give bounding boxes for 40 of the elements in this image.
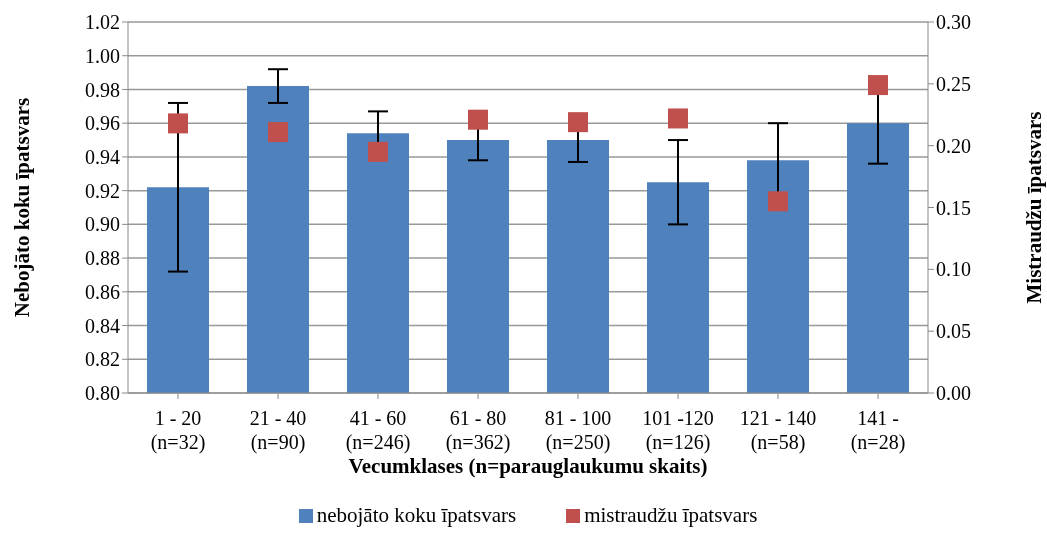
point [368, 141, 388, 162]
y2-tick-label: 0.10 [936, 258, 971, 281]
x-axis-title: Vecumklases (n=parauglaukumu skaits) [348, 454, 708, 478]
y-axis-title: Nebojāto koku īpatsvars [10, 97, 35, 318]
y2-tick-label: 0.30 [936, 11, 971, 34]
y-tick-label: 0.84 [85, 314, 120, 337]
y-tick-label: 0.86 [85, 280, 120, 303]
y2-tick-label: 0.05 [936, 320, 971, 343]
y-tick-label: 0.80 [85, 382, 120, 405]
y-tick-label: 0.90 [85, 213, 120, 236]
y-tick-label: 0.96 [85, 112, 120, 135]
y2-tick-label: 0.15 [936, 196, 971, 219]
y2-tick-label: 0.25 [936, 72, 971, 95]
x-tick-label: 81 - 100 (n=250) [544, 407, 612, 454]
y-tick-label: 0.94 [85, 146, 120, 169]
y-tick-label: 0.88 [85, 247, 120, 270]
point [668, 108, 688, 129]
point [868, 75, 888, 96]
x-tick-label: 141 - (n=28) [850, 407, 906, 454]
x-tick-label: 61 - 80 (n=362) [445, 407, 511, 454]
y-tick-label: 1.02 [85, 11, 120, 34]
point [268, 122, 288, 143]
point [168, 113, 188, 134]
point [768, 191, 788, 212]
y-tick-label: 1.00 [85, 44, 120, 67]
x-tick-label: 121 - 140 (n=58) [739, 407, 817, 454]
x-tick-label: 1 - 20 (n=32) [150, 407, 206, 454]
y2-tick-label: 0.20 [936, 134, 971, 157]
x-tick-label: 41 - 60 (n=246) [345, 407, 411, 454]
point [468, 109, 488, 130]
x-tick-label: 101 -120 (n=126) [642, 407, 714, 454]
y2-tick-label: 0.00 [936, 382, 971, 405]
y-tick-label: 0.98 [85, 78, 120, 101]
x-tick-label: 21 - 40 (n=90) [249, 407, 307, 454]
y-tick-label: 0.92 [85, 179, 120, 202]
y2-axis-title: Mistraudžu īpatsvars [1022, 111, 1047, 304]
legend-label: nebojāto koku īpatsvars [316, 503, 517, 528]
legend-label: mistraudžu īpatsvars [584, 503, 758, 528]
y-tick-label: 0.82 [85, 348, 120, 371]
point [568, 112, 588, 133]
